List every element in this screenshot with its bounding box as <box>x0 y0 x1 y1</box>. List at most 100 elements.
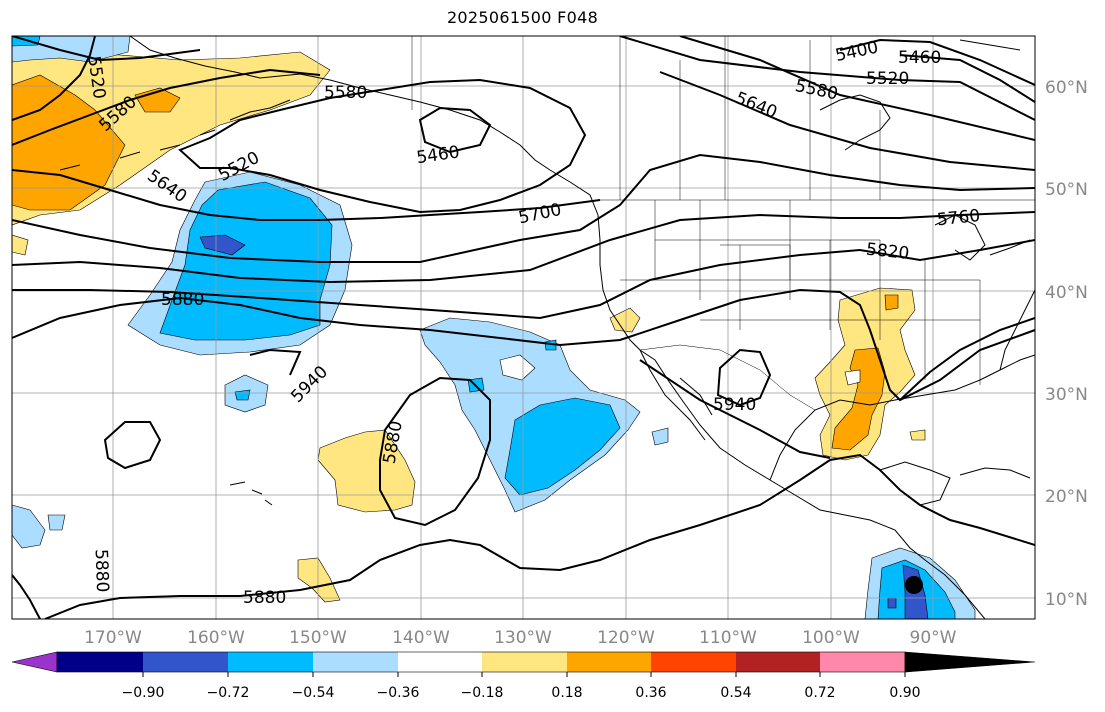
contour-line-5880-central <box>379 376 491 527</box>
coastline-cuba <box>959 467 1031 479</box>
lon-label: 140°W <box>392 628 450 648</box>
negative-anomaly-core <box>199 234 246 256</box>
map-frame <box>11 35 1036 620</box>
colorbar-swatch <box>228 652 313 672</box>
coastline-west-us <box>597 214 986 619</box>
storm-marker <box>905 576 923 594</box>
contour-line-5520 <box>619 36 1035 121</box>
contour-line-5880-mex <box>639 359 831 459</box>
colorbar-tick-label: −0.90 <box>122 685 165 701</box>
colorbar-tick-label: −0.18 <box>461 685 504 701</box>
latitude-labels: 60°N 50°N 40°N 30°N 20°N 10°N <box>1045 78 1088 610</box>
colorbar-swatch <box>143 652 228 672</box>
colorbar-tick-label: 0.18 <box>551 685 582 701</box>
colorbar-swatch <box>736 652 820 672</box>
lon-label: 120°W <box>597 628 655 648</box>
coastline-east-us <box>999 289 1035 371</box>
border-us-mexico <box>639 344 816 411</box>
positive-anomaly-core <box>134 87 181 113</box>
contour-label: 5460 <box>898 48 941 68</box>
positive-anomaly-region <box>609 307 641 333</box>
colorbar-tick-label: 0.36 <box>635 685 666 701</box>
political-borders <box>411 36 1035 411</box>
lon-label: 170°W <box>84 628 142 648</box>
contour-label: 5880 <box>91 549 112 593</box>
positive-anomaly-region <box>317 429 416 513</box>
contour-line-5640 <box>659 71 1035 171</box>
contour-line-5880-south <box>12 453 1035 619</box>
colorbar-frame <box>56 651 906 673</box>
lat-label: 10°N <box>1045 590 1088 610</box>
contour-label: 5760 <box>936 206 981 230</box>
colorbar-swatch <box>398 652 482 672</box>
longitude-labels: 170°W 160°W 150°W 140°W 130°W 120°W 110°… <box>84 628 957 648</box>
negative-anomaly-core <box>234 389 251 401</box>
coastline-alaska <box>129 36 599 216</box>
contour-line-5400 <box>839 38 1035 86</box>
contour-label: 5880 <box>243 588 286 608</box>
contour-label: 5580 <box>324 83 367 103</box>
colorbar-ticks <box>142 672 906 677</box>
contour-line-5940-mexico <box>716 348 772 407</box>
colorbar-swatch <box>651 652 736 672</box>
map-title: 2025061500 F048 <box>446 8 599 27</box>
colorbar-tick-label: 0.54 <box>720 685 751 701</box>
contour-line-5520-west-b <box>12 36 201 62</box>
map-area: 5400 5460 5520 5580 5640 5520 5580 5640 … <box>12 36 1035 619</box>
positive-anomaly-region <box>844 369 861 386</box>
negative-anomaly-core <box>544 339 557 351</box>
contour-line-5640-mid <box>12 169 601 221</box>
contour-line-5580-mid <box>12 68 321 146</box>
lon-label: 160°W <box>187 628 245 648</box>
colorbar-swatch <box>820 652 905 672</box>
negative-anomaly-core <box>887 597 897 609</box>
negative-anomaly-region <box>12 504 46 549</box>
colorbar-tick-labels: −0.90 −0.72 −0.54 −0.36 −0.18 0.18 0.36 … <box>122 685 921 701</box>
contour-line-5700 <box>12 153 1035 263</box>
negative-anomaly-region <box>651 427 669 446</box>
lon-label: 130°W <box>494 628 552 648</box>
contour-line-east <box>899 317 1035 401</box>
graticule <box>12 36 1035 619</box>
coastline-hawaii <box>229 481 273 506</box>
contour-label: 5520 <box>866 69 909 89</box>
negative-anomaly-region <box>47 514 66 531</box>
lat-label: 60°N <box>1045 78 1088 98</box>
lat-label: 50°N <box>1045 180 1088 200</box>
contour-line-5580-west <box>178 78 587 214</box>
contour-line-5580 <box>679 36 1035 141</box>
lat-label: 40°N <box>1045 283 1088 303</box>
contour-label: 5940 <box>713 395 756 415</box>
lat-label: 20°N <box>1045 487 1088 507</box>
colorbar-tick-label: 0.90 <box>889 685 920 701</box>
colorbar-swatch <box>482 652 567 672</box>
colorbar-extend-min <box>11 651 58 673</box>
colorbar-swatch <box>567 652 651 672</box>
border-states <box>620 200 981 385</box>
coastline-hudson <box>819 39 1021 151</box>
positive-anomaly-region <box>909 429 926 441</box>
colorbar-swatch <box>313 652 398 672</box>
colorbar-tick-label: −0.54 <box>292 685 335 701</box>
contour-line-5460 <box>899 54 1035 103</box>
colorbar: −0.90 −0.72 −0.54 −0.36 −0.18 0.18 0.36 … <box>11 651 1036 701</box>
coastlines <box>59 36 1035 619</box>
lon-label: 100°W <box>802 628 860 648</box>
contour-line-small-loop <box>103 421 162 470</box>
positive-anomaly-region <box>297 557 341 603</box>
positive-anomaly-core <box>884 294 899 311</box>
negative-anomaly-region <box>12 36 131 63</box>
negative-anomaly-region <box>504 397 621 496</box>
lon-label: 90°W <box>910 628 957 648</box>
negative-anomaly-region <box>499 354 536 381</box>
border-canada-provinces <box>619 36 881 200</box>
lat-label: 30°N <box>1045 385 1088 405</box>
colorbar-swatch <box>57 652 143 672</box>
colorbar-extend-max <box>904 651 1036 673</box>
contour-line-5940 <box>249 348 302 376</box>
colorbar-tick-label: −0.72 <box>207 685 250 701</box>
coastline-yucatan <box>879 461 951 506</box>
colorbar-tick-label: −0.36 <box>377 685 420 701</box>
contour-line-5520-west <box>12 36 96 121</box>
